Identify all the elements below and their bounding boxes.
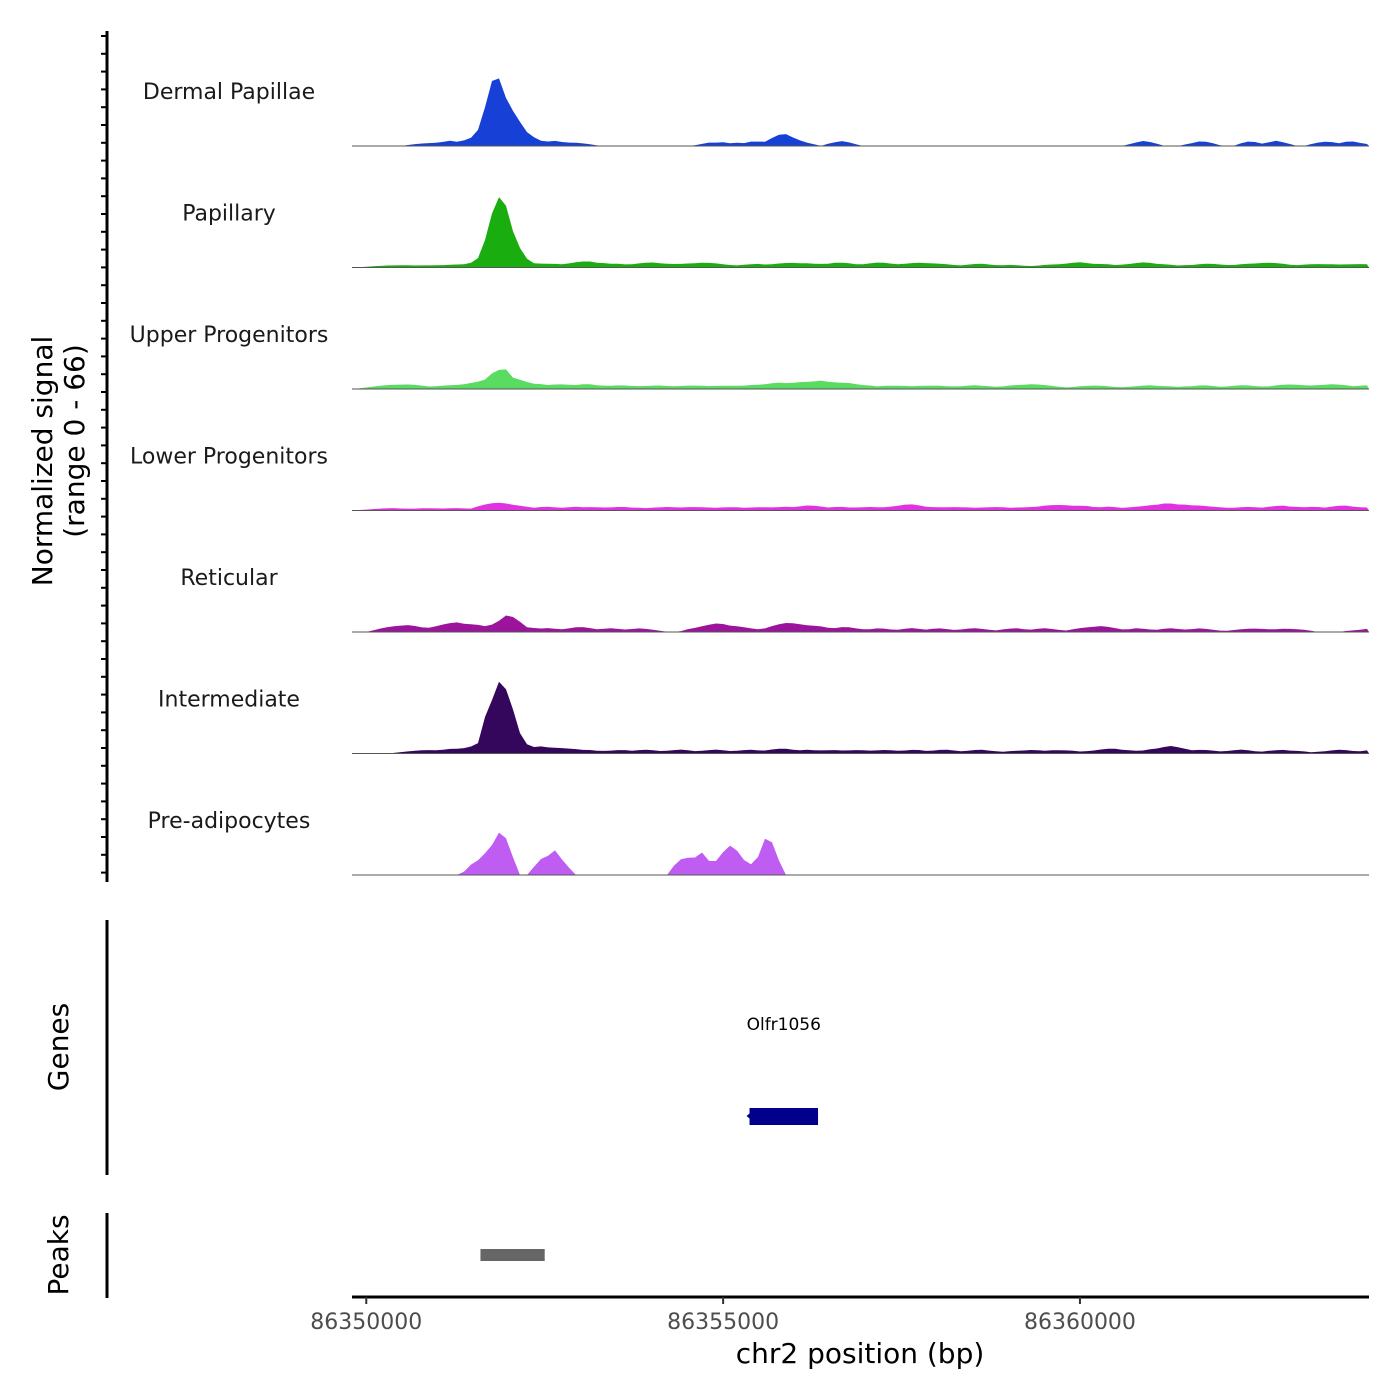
peak-region <box>480 1249 545 1261</box>
signal-area <box>352 615 1369 632</box>
signal-area <box>352 78 1369 146</box>
x-tick-label: 86360000 <box>1024 1310 1136 1335</box>
track-label: Papillary <box>182 202 276 227</box>
signal-area <box>352 502 1369 511</box>
track-lower-progenitors: Lower Progenitors <box>130 445 1369 511</box>
track-papillary: Papillary <box>182 197 1369 268</box>
track-intermediate: Intermediate <box>158 681 1369 754</box>
x-tick-label: 86355000 <box>667 1310 779 1335</box>
signal-tracks: Dermal Papillae Papillary Upper Progenitor… <box>130 78 1369 876</box>
track-label: Dermal Papillae <box>143 80 315 105</box>
signal-area <box>352 197 1369 268</box>
track-reticular: Reticular <box>180 566 1369 633</box>
track-label: Intermediate <box>158 688 300 713</box>
gene-label: Olfr1056 <box>747 1015 821 1035</box>
track-label: Lower Progenitors <box>130 445 328 470</box>
x-tick-label: 86350000 <box>310 1310 422 1335</box>
peaks-panel-title: Peaks <box>42 1214 75 1295</box>
signal-area <box>352 369 1369 389</box>
y-axis-title-line2: (range 0 - 66) <box>58 344 91 538</box>
signal-area <box>352 681 1369 754</box>
track-label: Upper Progenitors <box>130 323 329 348</box>
x-axis-title: chr2 position (bp) <box>736 1337 985 1370</box>
y-axis-title-line1: Normalized signal <box>26 336 59 587</box>
signal-area <box>352 832 1369 875</box>
track-label: Reticular <box>180 566 278 591</box>
x-axis-ticks: 86350000 86355000 86360000 <box>310 1297 1136 1335</box>
gene-body <box>749 1108 819 1125</box>
track-label: Pre-adipocytes <box>148 809 311 834</box>
track-upper-progenitors: Upper Progenitors <box>130 323 1369 390</box>
track-dermal-papillae: Dermal Papillae <box>143 78 1369 147</box>
gene-strand-arrow <box>746 1111 753 1121</box>
track-pre-adipocytes: Pre-adipocytes <box>148 809 1369 876</box>
genes-panel-title: Genes <box>42 1003 75 1091</box>
peaks-track <box>480 1249 545 1261</box>
genes-track: Olfr1056 <box>746 1015 821 1125</box>
signal-y-ticks <box>101 35 107 874</box>
